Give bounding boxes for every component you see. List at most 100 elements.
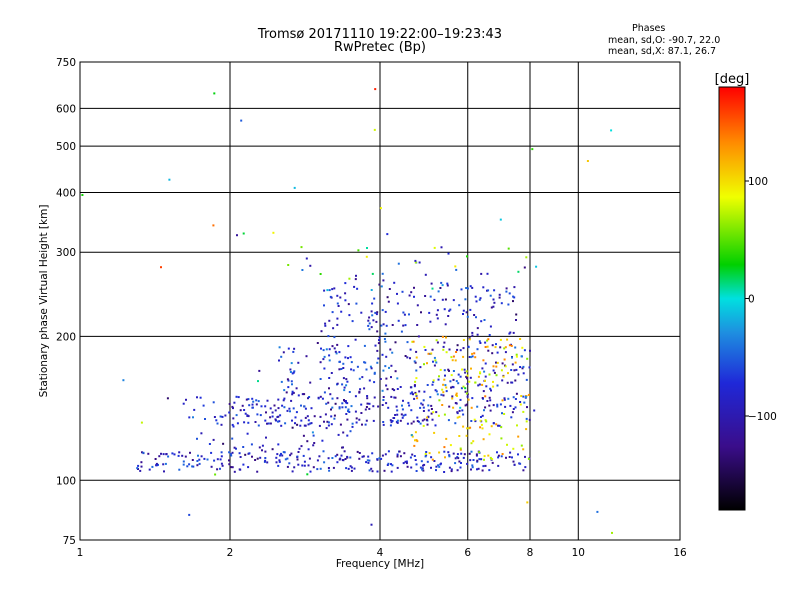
- data-point: [488, 334, 491, 336]
- data-point: [386, 296, 389, 299]
- data-point: [435, 465, 438, 468]
- data-point: [414, 391, 417, 394]
- data-point: [274, 409, 277, 412]
- data-point: [220, 423, 223, 426]
- colorbar-ticks: 100 0 −100: [745, 176, 777, 423]
- data-point: [385, 377, 388, 380]
- data-point: [158, 455, 161, 458]
- data-point: [312, 434, 315, 437]
- data-point: [233, 446, 236, 449]
- data-point: [373, 128, 376, 131]
- data-point: [251, 397, 254, 400]
- data-point: [458, 409, 461, 412]
- data-point: [333, 347, 336, 350]
- data-point: [504, 351, 507, 354]
- data-point: [281, 454, 284, 457]
- data-point: [456, 416, 459, 419]
- data-point: [285, 391, 288, 394]
- data-point: [344, 292, 347, 295]
- data-point: [436, 317, 439, 320]
- data-point: [482, 465, 485, 468]
- data-point: [465, 434, 468, 437]
- data-point: [424, 349, 427, 351]
- data-point: [522, 410, 525, 413]
- data-point: [479, 371, 481, 374]
- data-point: [481, 427, 484, 430]
- data-point: [221, 415, 224, 418]
- data-point: [334, 455, 337, 458]
- data-point: [468, 452, 471, 455]
- data-point: [487, 454, 490, 457]
- data-point: [336, 317, 339, 320]
- data-point: [471, 352, 474, 355]
- data-point: [445, 386, 448, 389]
- data-point: [362, 455, 365, 458]
- data-point: [427, 352, 430, 355]
- data-point: [364, 408, 367, 411]
- data-point: [430, 456, 433, 459]
- data-point: [473, 352, 476, 355]
- data-point: [508, 456, 511, 458]
- data-point: [499, 218, 502, 221]
- data-point: [469, 426, 472, 429]
- data-point: [191, 465, 194, 468]
- data-point: [384, 310, 387, 313]
- data-point: [469, 376, 472, 379]
- data-point: [294, 422, 296, 425]
- data-point: [443, 308, 446, 311]
- data-point: [488, 469, 491, 472]
- data-point: [468, 337, 471, 340]
- data-point: [519, 338, 522, 340]
- data-point: [370, 523, 373, 526]
- data-point: [277, 464, 280, 467]
- data-point: [283, 389, 286, 392]
- data-point: [147, 452, 150, 455]
- data-point: [440, 281, 443, 284]
- data-point: [321, 397, 324, 400]
- data-point: [188, 416, 191, 419]
- data-point: [242, 446, 245, 448]
- data-point: [213, 416, 216, 418]
- data-point: [437, 464, 440, 467]
- data-point: [512, 396, 515, 399]
- data-point: [462, 309, 465, 312]
- data-point: [454, 359, 457, 362]
- data-point: [467, 398, 470, 401]
- data-point: [306, 440, 309, 443]
- data-point: [264, 405, 267, 408]
- data-point: [374, 344, 377, 347]
- data-point: [299, 424, 302, 427]
- data-point: [216, 458, 219, 461]
- data-point: [440, 393, 443, 396]
- data-point: [404, 324, 407, 327]
- data-point: [437, 378, 440, 381]
- data-point: [416, 440, 419, 443]
- data-point: [524, 455, 526, 458]
- data-point: [476, 468, 478, 471]
- data-point: [252, 400, 255, 403]
- data-point: [389, 419, 392, 422]
- data-point: [310, 422, 313, 425]
- data-point: [245, 398, 248, 401]
- data-point: [442, 348, 445, 351]
- data-point: [244, 453, 247, 456]
- data-point: [481, 397, 484, 399]
- data-point: [430, 352, 433, 355]
- data-point: [480, 416, 482, 418]
- data-point: [339, 423, 342, 426]
- data-point: [387, 406, 390, 409]
- data-point: [215, 419, 218, 422]
- data-point: [470, 450, 473, 453]
- data-point: [336, 397, 339, 400]
- data-point: [329, 393, 332, 396]
- data-point: [280, 355, 283, 358]
- data-point: [419, 406, 422, 409]
- data-point: [354, 278, 357, 281]
- data-point: [396, 466, 399, 469]
- data-point: [394, 396, 397, 399]
- data-point: [413, 360, 416, 363]
- data-point: [421, 419, 424, 422]
- data-point: [526, 501, 529, 504]
- data-point: [238, 452, 241, 455]
- data-point: [367, 461, 370, 464]
